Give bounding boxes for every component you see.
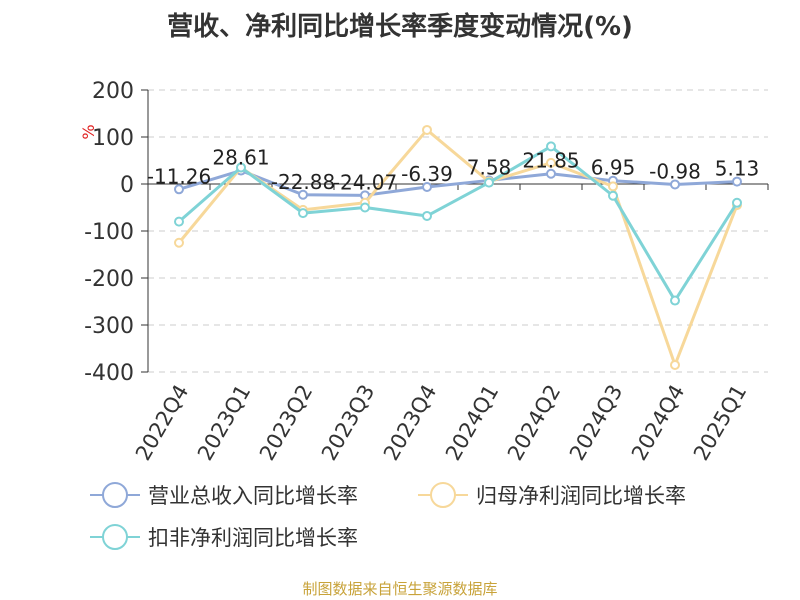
- data-label: -6.39: [401, 162, 453, 186]
- x-tick-label: 2024Q3: [565, 381, 627, 465]
- data-point: [732, 197, 742, 208]
- data-point: [298, 208, 308, 219]
- x-tick-label: 2024Q2: [503, 381, 565, 465]
- data-point: [608, 181, 618, 192]
- series-layer: [174, 124, 742, 370]
- data-label: -0.98: [649, 159, 701, 183]
- data-label: -24.07: [333, 170, 397, 194]
- x-tick-label: 2023Q2: [255, 381, 317, 465]
- x-tick-label: 2025Q1: [689, 381, 751, 465]
- data-point: [422, 182, 432, 193]
- legend-marker: [90, 524, 140, 550]
- legend-marker: [418, 482, 468, 508]
- data-point: [174, 216, 184, 227]
- series-line: [178, 169, 738, 197]
- y-tick-label: -100: [84, 220, 134, 245]
- data-point: [422, 124, 432, 135]
- data-point: [360, 202, 370, 213]
- data-point: [174, 184, 184, 195]
- data-point: [608, 190, 618, 201]
- legend-item-deducted-net-profit[interactable]: 扣非净利润同比增长率: [90, 522, 358, 552]
- data-point: [174, 237, 184, 248]
- data-label: 5.13: [715, 157, 760, 181]
- x-tick-label: 2022Q4: [131, 381, 193, 465]
- data-point: [546, 157, 556, 168]
- legend-label: 扣非净利润同比增长率: [148, 526, 358, 550]
- data-point: [546, 168, 556, 179]
- data-label: -11.26: [147, 164, 211, 188]
- source-footer: 制图数据来自恒生聚源数据库: [302, 580, 498, 598]
- y-tick-label: -400: [84, 361, 134, 386]
- legend: 营业总收入同比增长率 归母净利润同比增长率 扣非净利润同比增长率: [0, 470, 800, 560]
- data-point: [422, 210, 432, 221]
- data-point: [546, 141, 556, 152]
- data-label: 28.61: [212, 146, 269, 170]
- y-tick-label: 100: [92, 126, 134, 151]
- data-point: [670, 179, 680, 190]
- legend-label: 营业总收入同比增长率: [148, 484, 358, 508]
- y-tick-label: 0: [120, 173, 134, 198]
- legend-label: 归母净利润同比增长率: [476, 484, 686, 508]
- y-axis-unit: %: [79, 124, 98, 139]
- data-point: [484, 177, 494, 188]
- data-label: -22.88: [271, 170, 335, 194]
- x-tick-label: 2023Q1: [193, 381, 255, 465]
- chart-title: 营收、净利同比增长率季度变动情况(%): [167, 12, 633, 42]
- data-point: [298, 189, 308, 200]
- y-axis: 200 100 0 -100 -200 -300 -400%: [79, 79, 149, 386]
- x-tick-label: 2023Q3: [317, 381, 379, 465]
- legend-item-net-profit[interactable]: 归母净利润同比增长率: [418, 480, 686, 510]
- data-label: 21.85: [522, 149, 579, 173]
- data-point: [732, 176, 742, 187]
- legend-marker: [90, 482, 140, 508]
- data-point: [670, 359, 680, 370]
- x-tick-label: 2024Q4: [627, 381, 689, 465]
- x-tick-label: 2023Q4: [379, 381, 441, 465]
- y-tick-label: 200: [92, 79, 134, 104]
- x-tick-label: 2024Q1: [441, 381, 503, 465]
- data-label: 6.95: [591, 156, 636, 180]
- y-tick-label: -200: [84, 267, 134, 292]
- data-point: [236, 162, 246, 173]
- x-axis: 2022Q4 2023Q1 2023Q2 2023Q3 2023Q4 2024Q1 2024…: [131, 183, 769, 465]
- data-point: [670, 295, 680, 306]
- data-label: 7.58: [467, 155, 512, 179]
- grid-lines: [148, 89, 768, 373]
- series-line: [178, 144, 739, 303]
- legend-item-revenue[interactable]: 营业总收入同比增长率: [90, 480, 358, 510]
- y-tick-label: -300: [84, 314, 134, 339]
